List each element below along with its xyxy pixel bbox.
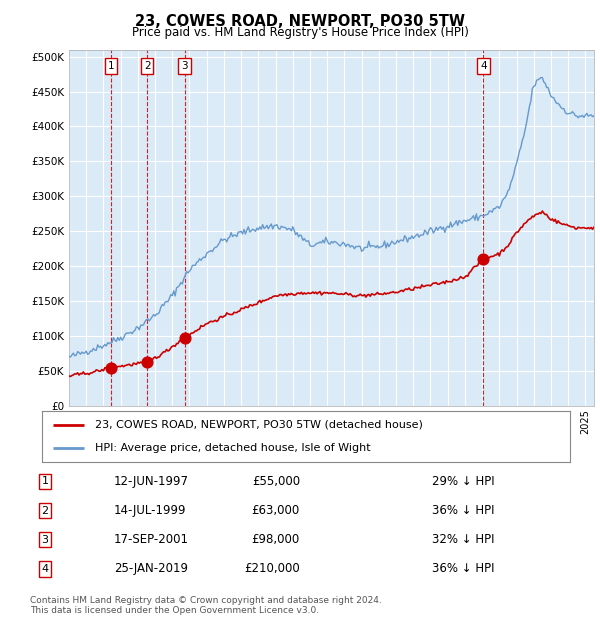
Text: 23, COWES ROAD, NEWPORT, PO30 5TW: 23, COWES ROAD, NEWPORT, PO30 5TW <box>135 14 465 29</box>
Text: Price paid vs. HM Land Registry's House Price Index (HPI): Price paid vs. HM Land Registry's House … <box>131 26 469 39</box>
Text: £63,000: £63,000 <box>252 504 300 517</box>
Text: 36% ↓ HPI: 36% ↓ HPI <box>432 504 494 517</box>
Text: 1: 1 <box>41 476 49 487</box>
Text: 2: 2 <box>144 61 151 71</box>
Text: 25-JAN-2019: 25-JAN-2019 <box>114 562 188 575</box>
Text: £98,000: £98,000 <box>252 533 300 546</box>
Text: 4: 4 <box>480 61 487 71</box>
Point <box>479 254 488 264</box>
Text: Contains HM Land Registry data © Crown copyright and database right 2024.
This d: Contains HM Land Registry data © Crown c… <box>30 596 382 615</box>
Text: 29% ↓ HPI: 29% ↓ HPI <box>432 475 494 488</box>
Text: 2: 2 <box>41 505 49 516</box>
Text: 12-JUN-1997: 12-JUN-1997 <box>114 475 189 488</box>
Text: 4: 4 <box>41 564 49 574</box>
Text: 14-JUL-1999: 14-JUL-1999 <box>114 504 187 517</box>
Text: 17-SEP-2001: 17-SEP-2001 <box>114 533 189 546</box>
Point <box>142 357 152 367</box>
Text: 3: 3 <box>41 534 49 545</box>
Text: 3: 3 <box>181 61 188 71</box>
Text: 1: 1 <box>108 61 115 71</box>
Text: HPI: Average price, detached house, Isle of Wight: HPI: Average price, detached house, Isle… <box>95 443 370 453</box>
Point <box>180 333 190 343</box>
Text: £55,000: £55,000 <box>252 475 300 488</box>
Text: 36% ↓ HPI: 36% ↓ HPI <box>432 562 494 575</box>
Text: £210,000: £210,000 <box>244 562 300 575</box>
Text: 32% ↓ HPI: 32% ↓ HPI <box>432 533 494 546</box>
Point <box>106 363 116 373</box>
Text: 23, COWES ROAD, NEWPORT, PO30 5TW (detached house): 23, COWES ROAD, NEWPORT, PO30 5TW (detac… <box>95 420 422 430</box>
